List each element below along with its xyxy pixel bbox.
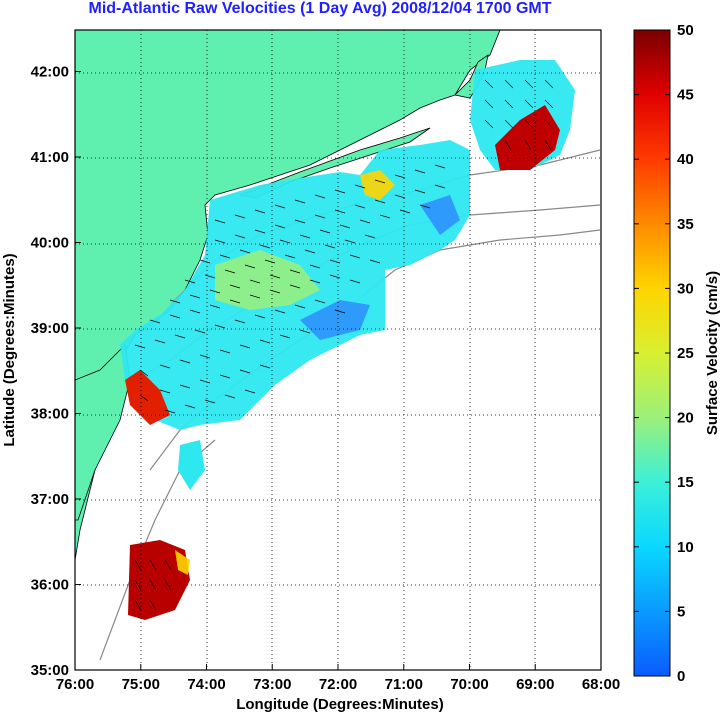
colorbar-tick-label: 40 <box>677 151 694 168</box>
velocity-patch-fast <box>495 105 560 170</box>
y-tick-label: 38:00 <box>31 406 69 423</box>
velocity-patch-slow <box>300 300 370 340</box>
colorbar-tick-label: 50 <box>677 22 694 39</box>
velocity-patch-mid <box>215 250 320 310</box>
x-tick-label: 76:00 <box>56 676 94 693</box>
y-tick-label: 40:00 <box>31 235 69 252</box>
colorbar-tick-label: 25 <box>677 345 694 362</box>
colorbar-tick-label: 5 <box>677 603 685 620</box>
x-axis-ticks: 76:00 75:00 74:00 73:00 72:00 71:00 70:00 69:00… <box>56 664 620 693</box>
x-tick-label: 69:00 <box>516 676 554 693</box>
colorbar-tick-label: 20 <box>677 410 694 427</box>
cape-cod <box>454 54 489 99</box>
x-tick-label: 72:00 <box>319 676 357 693</box>
y-tick-label: 37:00 <box>31 491 69 508</box>
y-axis-label: Latitude (Degrees:Minutes) <box>1 253 18 446</box>
velocity-patch-warm <box>360 170 395 200</box>
colorbar-tick-label: 10 <box>677 539 694 556</box>
map-title: Mid-Atlantic Raw Velocities (1 Day Avg) … <box>88 0 552 17</box>
y-tick-label: 35:00 <box>31 662 69 679</box>
graticule <box>75 30 601 670</box>
colorbar-tick-label: 30 <box>677 280 694 297</box>
x-tick-label: 74:00 <box>187 676 225 693</box>
x-tick-label: 75:00 <box>122 676 160 693</box>
velocity-patch-warm <box>175 550 190 575</box>
x-tick-label: 68:00 <box>582 676 620 693</box>
y-axis-ticks: 35:00 36:00 37:00 38:00 39:00 40:00 41:00 42:00 <box>31 64 81 679</box>
velocity-patch-slow <box>420 195 460 235</box>
colorbar-tick-label: 45 <box>677 87 694 104</box>
colorbar-tick-label: 15 <box>677 474 694 491</box>
velocity-arrows <box>134 79 554 611</box>
x-tick-label: 71:00 <box>385 676 423 693</box>
velocity-patch-fast <box>128 540 190 620</box>
y-tick-label: 41:00 <box>31 149 69 166</box>
x-tick-label: 70:00 <box>450 676 488 693</box>
colorbar-label: Surface Velocity (cm/s) <box>704 271 721 435</box>
x-tick-label: 73:00 <box>253 676 291 693</box>
colorbar-ticks: 0 5 10 15 20 25 30 35 40 45 50 <box>634 22 694 685</box>
colorbar-tick-label: 35 <box>677 216 694 233</box>
y-tick-label: 42:00 <box>31 64 69 81</box>
colorbar <box>633 29 671 677</box>
colorbar-tick-label: 0 <box>677 668 685 685</box>
y-tick-label: 39:00 <box>31 320 69 337</box>
x-axis-label: Longitude (Degrees:Minutes) <box>236 696 444 713</box>
delmarva-peninsula <box>75 344 131 521</box>
y-tick-label: 36:00 <box>31 577 69 594</box>
velocity-patch-scattered <box>178 440 205 490</box>
velocity-patch-fast <box>125 370 170 425</box>
